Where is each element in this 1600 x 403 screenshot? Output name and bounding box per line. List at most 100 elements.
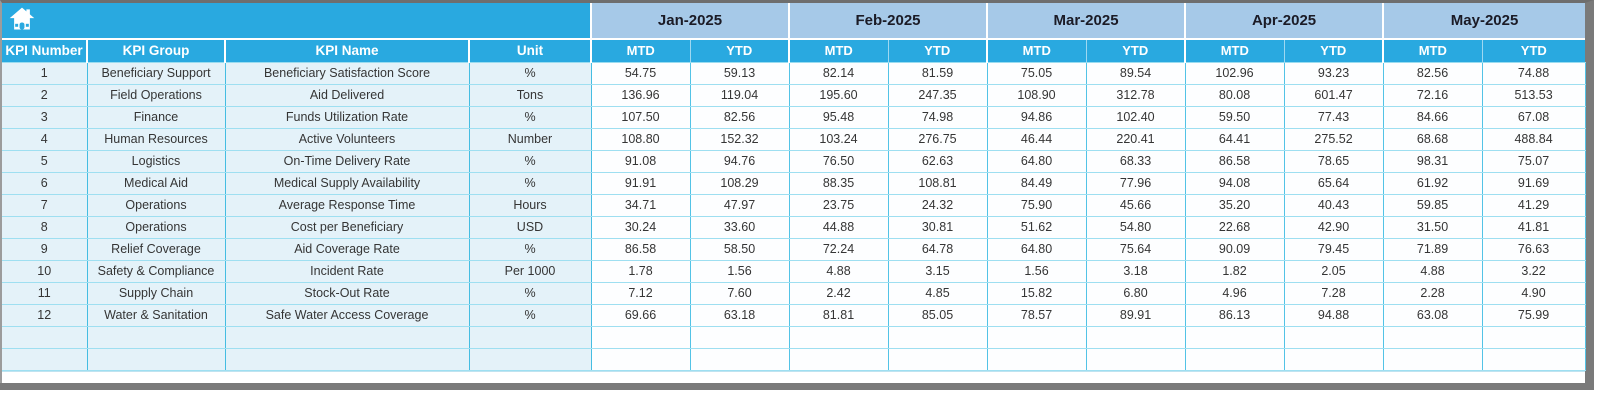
cell-value[interactable]: 77.96 <box>1086 172 1186 195</box>
cell-kpi-name[interactable]: Funds Utilization Rate <box>225 106 470 129</box>
cell-kpi-name[interactable]: Stock-Out Rate <box>225 282 470 305</box>
cell-value[interactable]: 35.20 <box>1185 194 1285 217</box>
cell-kpi-name[interactable] <box>225 348 470 371</box>
cell-kpi-number[interactable]: 2 <box>2 84 88 107</box>
cell-value[interactable]: 24.32 <box>888 194 988 217</box>
cell-value[interactable]: 30.24 <box>591 216 691 239</box>
cell-value[interactable]: 152.32 <box>690 128 790 151</box>
cell-value[interactable]: 102.40 <box>1086 106 1186 129</box>
cell-value[interactable] <box>591 348 691 371</box>
cell-value[interactable]: 46.44 <box>987 128 1087 151</box>
cell-value[interactable]: 80.08 <box>1185 84 1285 107</box>
cell-value[interactable]: 41.29 <box>1482 194 1586 217</box>
cell-kpi-group[interactable]: Water & Sanitation <box>87 304 226 327</box>
cell-kpi-name[interactable]: Aid Delivered <box>225 84 470 107</box>
cell-value[interactable]: 7.28 <box>1284 282 1384 305</box>
cell-value[interactable] <box>987 326 1087 349</box>
cell-value[interactable]: 44.88 <box>789 216 889 239</box>
cell-value[interactable]: 103.24 <box>789 128 889 151</box>
cell-value[interactable]: 78.57 <box>987 304 1087 327</box>
cell-value[interactable] <box>1383 348 1483 371</box>
cell-value[interactable] <box>1284 326 1384 349</box>
cell-value[interactable]: 4.88 <box>789 260 889 283</box>
cell-value[interactable]: 82.56 <box>690 106 790 129</box>
cell-value[interactable]: 86.13 <box>1185 304 1285 327</box>
cell-kpi-number[interactable]: 5 <box>2 150 88 173</box>
cell-value[interactable]: 86.58 <box>591 238 691 261</box>
cell-kpi-group[interactable]: Operations <box>87 216 226 239</box>
cell-value[interactable]: 488.84 <box>1482 128 1586 151</box>
cell-value[interactable] <box>888 326 988 349</box>
cell-value[interactable] <box>1284 348 1384 371</box>
cell-value[interactable]: 82.56 <box>1383 62 1483 85</box>
cell-unit[interactable]: % <box>469 172 592 195</box>
cell-value[interactable]: 247.35 <box>888 84 988 107</box>
cell-value[interactable]: 76.50 <box>789 150 889 173</box>
cell-value[interactable]: 1.56 <box>690 260 790 283</box>
cell-value[interactable]: 94.86 <box>987 106 1087 129</box>
cell-value[interactable]: 108.81 <box>888 172 988 195</box>
cell-unit[interactable]: % <box>469 304 592 327</box>
cell-value[interactable]: 45.66 <box>1086 194 1186 217</box>
cell-value[interactable]: 15.82 <box>987 282 1087 305</box>
cell-value[interactable]: 63.18 <box>690 304 790 327</box>
cell-value[interactable]: 42.90 <box>1284 216 1384 239</box>
cell-kpi-number[interactable] <box>2 326 88 349</box>
cell-value[interactable]: 89.91 <box>1086 304 1186 327</box>
cell-value[interactable]: 64.80 <box>987 150 1087 173</box>
cell-value[interactable]: 74.88 <box>1482 62 1586 85</box>
cell-unit[interactable]: % <box>469 150 592 173</box>
cell-value[interactable]: 312.78 <box>1086 84 1186 107</box>
cell-kpi-group[interactable]: Operations <box>87 194 226 217</box>
cell-value[interactable] <box>690 348 790 371</box>
cell-kpi-group[interactable]: Beneficiary Support <box>87 62 226 85</box>
cell-value[interactable]: 62.63 <box>888 150 988 173</box>
cell-kpi-number[interactable]: 3 <box>2 106 88 129</box>
cell-kpi-group[interactable]: Finance <box>87 106 226 129</box>
cell-value[interactable]: 75.99 <box>1482 304 1586 327</box>
cell-value[interactable]: 69.66 <box>591 304 691 327</box>
cell-unit[interactable]: % <box>469 62 592 85</box>
cell-unit[interactable]: % <box>469 106 592 129</box>
cell-value[interactable]: 119.04 <box>690 84 790 107</box>
cell-kpi-group[interactable]: Supply Chain <box>87 282 226 305</box>
cell-value[interactable]: 136.96 <box>591 84 691 107</box>
cell-unit[interactable]: USD <box>469 216 592 239</box>
cell-value[interactable] <box>690 326 790 349</box>
cell-kpi-name[interactable]: Safe Water Access Coverage <box>225 304 470 327</box>
cell-unit[interactable]: % <box>469 238 592 261</box>
cell-value[interactable]: 47.97 <box>690 194 790 217</box>
cell-kpi-group[interactable]: Safety & Compliance <box>87 260 226 283</box>
cell-kpi-name[interactable]: On-Time Delivery Rate <box>225 150 470 173</box>
cell-value[interactable]: 107.50 <box>591 106 691 129</box>
cell-kpi-number[interactable]: 7 <box>2 194 88 217</box>
cell-value[interactable]: 195.60 <box>789 84 889 107</box>
cell-value[interactable]: 4.96 <box>1185 282 1285 305</box>
cell-kpi-number[interactable]: 11 <box>2 282 88 305</box>
cell-value[interactable]: 81.59 <box>888 62 988 85</box>
cell-value[interactable]: 75.07 <box>1482 150 1586 173</box>
cell-kpi-group[interactable] <box>87 326 226 349</box>
cell-kpi-name[interactable]: Beneficiary Satisfaction Score <box>225 62 470 85</box>
cell-value[interactable]: 59.85 <box>1383 194 1483 217</box>
cell-value[interactable]: 78.65 <box>1284 150 1384 173</box>
cell-unit[interactable]: Tons <box>469 84 592 107</box>
cell-value[interactable] <box>591 326 691 349</box>
cell-unit[interactable]: Hours <box>469 194 592 217</box>
cell-value[interactable]: 72.24 <box>789 238 889 261</box>
cell-kpi-number[interactable]: 1 <box>2 62 88 85</box>
cell-value[interactable]: 6.80 <box>1086 282 1186 305</box>
cell-kpi-number[interactable] <box>2 348 88 371</box>
cell-value[interactable]: 2.05 <box>1284 260 1384 283</box>
cell-value[interactable]: 61.92 <box>1383 172 1483 195</box>
cell-value[interactable]: 71.89 <box>1383 238 1483 261</box>
cell-value[interactable]: 72.16 <box>1383 84 1483 107</box>
cell-kpi-name[interactable]: Active Volunteers <box>225 128 470 151</box>
cell-value[interactable]: 94.88 <box>1284 304 1384 327</box>
cell-kpi-number[interactable]: 6 <box>2 172 88 195</box>
cell-kpi-name[interactable]: Incident Rate <box>225 260 470 283</box>
cell-value[interactable] <box>987 348 1087 371</box>
cell-value[interactable]: 2.28 <box>1383 282 1483 305</box>
cell-value[interactable]: 58.50 <box>690 238 790 261</box>
cell-value[interactable]: 275.52 <box>1284 128 1384 151</box>
